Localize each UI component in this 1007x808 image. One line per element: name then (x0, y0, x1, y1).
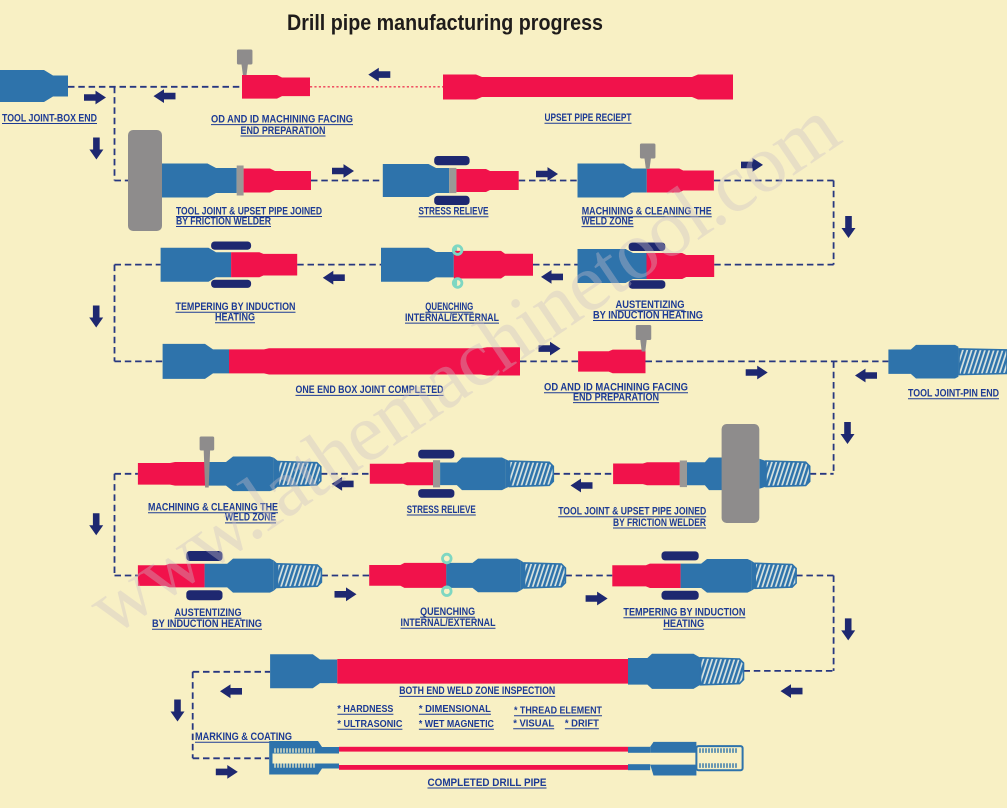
svg-text:* DIMENSIONAL: * DIMENSIONAL (419, 704, 491, 715)
svg-text:STRESS RELIEVE: STRESS RELIEVE (419, 206, 489, 218)
svg-text:HEATING: HEATING (215, 312, 255, 324)
svg-text:END PREPARATION: END PREPARATION (573, 391, 659, 403)
svg-text:QUENCHING: QUENCHING (425, 301, 473, 313)
svg-text:Drill pipe manufacturing progr: Drill pipe manufacturing progress (287, 10, 603, 35)
svg-text:STRESS RELIEVE: STRESS RELIEVE (407, 504, 476, 516)
svg-text:ONE END BOX JOINT COMPLETED: ONE END BOX JOINT COMPLETED (296, 384, 444, 396)
svg-text:MARKING & COATING: MARKING & COATING (195, 731, 292, 743)
svg-text:* WET MAGNETIC: * WET MAGNETIC (419, 719, 494, 730)
svg-text:BY INDUCTION HEATING: BY INDUCTION HEATING (593, 309, 703, 321)
svg-text:INTERNAL/EXTERNAL: INTERNAL/EXTERNAL (401, 617, 496, 629)
svg-text:UPSET PIPE RECIEPT: UPSET PIPE RECIEPT (545, 112, 632, 124)
svg-text:TOOL JOINT & UPSET PIPE JOINED: TOOL JOINT & UPSET PIPE JOINED (176, 205, 322, 217)
svg-text:COMPLETED DRILL PIPE: COMPLETED DRILL PIPE (428, 777, 547, 789)
svg-text:BY FRICTION WELDER: BY FRICTION WELDER (176, 215, 271, 227)
svg-text:* ULTRASONIC: * ULTRASONIC (337, 719, 402, 730)
svg-text:MACHINING & CLEANING THE: MACHINING & CLEANING THE (148, 502, 278, 514)
svg-text:TOOL JOINT-BOX END: TOOL JOINT-BOX END (2, 112, 97, 124)
svg-text:BOTH END WELD ZONE INSPECTION: BOTH END WELD ZONE INSPECTION (399, 685, 555, 697)
svg-text:TEMPERING BY INDUCTION: TEMPERING BY INDUCTION (623, 607, 745, 619)
svg-text:OD AND ID MACHINING FACING: OD AND ID MACHINING FACING (544, 382, 688, 394)
svg-text:TOOL JOINT-PIN END: TOOL JOINT-PIN END (908, 388, 999, 400)
svg-text:BY INDUCTION HEATING: BY INDUCTION HEATING (152, 618, 262, 630)
svg-text:QUENCHING: QUENCHING (420, 606, 475, 618)
svg-text:WELD ZONE: WELD ZONE (225, 512, 276, 524)
svg-text:AUSTENTIZING: AUSTENTIZING (616, 299, 685, 311)
svg-text:TEMPERING BY INDUCTION: TEMPERING BY INDUCTION (176, 301, 296, 313)
svg-text:* DRIFT: * DRIFT (565, 719, 599, 730)
svg-text:HEATING: HEATING (663, 618, 704, 630)
svg-text:* THREAD ELEMENT: * THREAD ELEMENT (514, 706, 602, 717)
svg-text:MACHINING & CLEANING THE: MACHINING & CLEANING THE (582, 206, 712, 218)
svg-text:END PREPARATION: END PREPARATION (241, 125, 326, 137)
svg-text:OD AND ID MACHINING FACING: OD AND ID MACHINING FACING (211, 113, 353, 125)
svg-text:INTERNAL/EXTERNAL: INTERNAL/EXTERNAL (405, 312, 499, 324)
svg-text:* VISUAL: * VISUAL (513, 719, 554, 730)
svg-text:BY FRICTION WELDER: BY FRICTION WELDER (613, 517, 706, 529)
svg-text:AUSTENTIZING: AUSTENTIZING (175, 607, 242, 619)
svg-text:* HARDNESS: * HARDNESS (337, 704, 393, 715)
svg-text:WELD ZONE: WELD ZONE (582, 215, 634, 227)
svg-text:TOOL JOINT & UPSET PIPE JOINED: TOOL JOINT & UPSET PIPE JOINED (558, 506, 706, 518)
